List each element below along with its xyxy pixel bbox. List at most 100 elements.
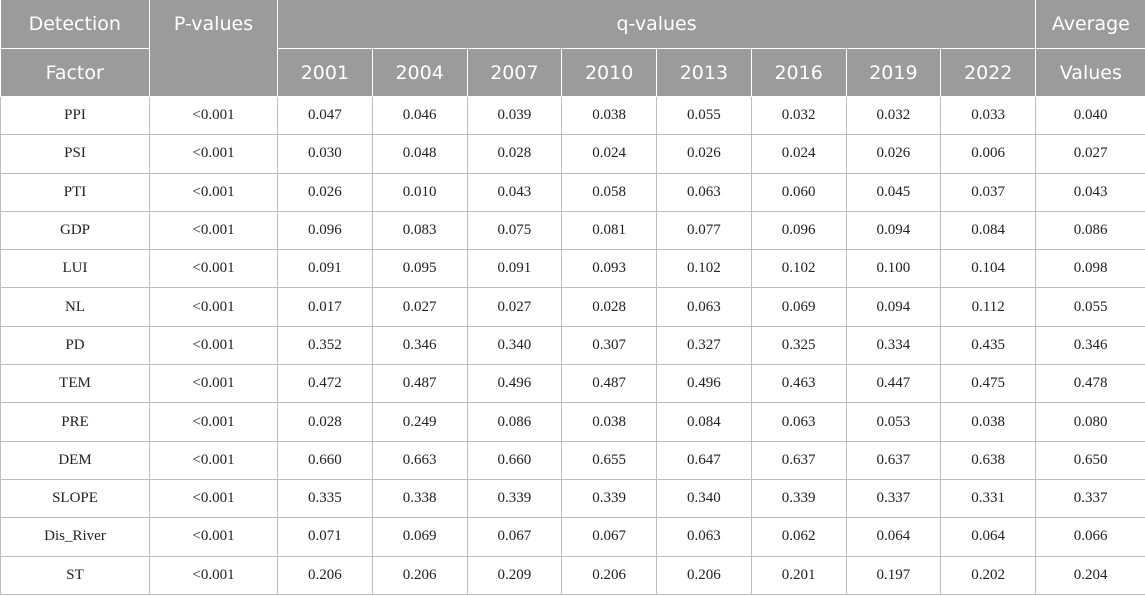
factor-cell: LUI bbox=[0, 249, 150, 289]
q-value-cell: 0.048 bbox=[371, 134, 468, 174]
average-cell: 0.478 bbox=[1035, 364, 1145, 404]
q-value-cell: 0.032 bbox=[845, 95, 942, 136]
q-value-cell: 0.102 bbox=[750, 249, 847, 289]
table-header: Detection P-values q-values Average Fact… bbox=[0, 0, 1145, 97]
q-value-cell: 0.094 bbox=[845, 210, 942, 251]
q-value-cell: 0.064 bbox=[940, 517, 1037, 557]
q-value-cell: 0.027 bbox=[466, 287, 563, 327]
q-value-cell: 0.006 bbox=[940, 134, 1037, 174]
q-value-cell: 0.084 bbox=[940, 210, 1037, 251]
p-value-cell: <0.001 bbox=[149, 210, 278, 251]
average-cell: 0.027 bbox=[1035, 134, 1145, 174]
q-value-cell: 0.032 bbox=[750, 95, 847, 136]
table-row: ST <0.001 0.206 0.206 0.209 0.206 0.206 0.201 0.… bbox=[0, 555, 1145, 595]
q-value-cell: 0.045 bbox=[845, 172, 942, 212]
q-value-cell: 0.037 bbox=[940, 172, 1037, 212]
q-value-cell: 0.077 bbox=[656, 210, 752, 251]
table-row: Dis_River <0.001 0.071 0.069 0.067 0.067 0.063… bbox=[0, 517, 1145, 557]
p-value-cell: <0.001 bbox=[149, 478, 278, 519]
factor-cell: SLOPE bbox=[0, 478, 150, 519]
q-value-cell: 0.069 bbox=[750, 287, 847, 327]
p-value-cell: <0.001 bbox=[149, 95, 278, 136]
q-value-cell: 0.339 bbox=[750, 478, 847, 519]
average-cell: 0.098 bbox=[1035, 249, 1145, 289]
q-value-cell: 0.091 bbox=[466, 249, 563, 289]
q-value-cell: 0.084 bbox=[656, 402, 752, 442]
q-value-cell: 0.046 bbox=[371, 95, 468, 136]
q-value-cell: 0.024 bbox=[561, 134, 657, 174]
table-row: TEM <0.001 0.472 0.487 0.496 0.487 0.496 0.463 0… bbox=[0, 364, 1145, 404]
table-row: PTI <0.001 0.026 0.010 0.043 0.058 0.063 0.060 0… bbox=[0, 172, 1145, 212]
q-value-cell: 0.069 bbox=[371, 517, 468, 557]
average-cell: 0.055 bbox=[1035, 287, 1145, 327]
p-value-cell: <0.001 bbox=[149, 517, 278, 557]
q-value-cell: 0.102 bbox=[656, 249, 752, 289]
q-value-cell: 0.083 bbox=[371, 210, 468, 251]
q-value-cell: 0.067 bbox=[466, 517, 563, 557]
q-value-cell: 0.075 bbox=[466, 210, 563, 251]
q-value-cell: 0.067 bbox=[561, 517, 657, 557]
factor-cell: PTI bbox=[0, 172, 150, 212]
q-value-cell: 0.337 bbox=[845, 478, 942, 519]
q-value-cell: 0.340 bbox=[466, 325, 563, 366]
table-row: NL <0.001 0.017 0.027 0.027 0.028 0.063 0.069 0.… bbox=[0, 287, 1145, 327]
q-value-cell: 0.063 bbox=[656, 172, 752, 212]
q-value-cell: 0.063 bbox=[750, 402, 847, 442]
q-value-cell: 0.086 bbox=[466, 402, 563, 442]
q-value-cell: 0.026 bbox=[656, 134, 752, 174]
p-value-cell: <0.001 bbox=[149, 172, 278, 212]
year-header: 2016 bbox=[750, 48, 847, 97]
q-value-cell: 0.053 bbox=[845, 402, 942, 442]
q-value-cell: 0.081 bbox=[561, 210, 657, 251]
q-value-cell: 0.030 bbox=[277, 134, 373, 174]
q-value-cell: 0.435 bbox=[940, 325, 1037, 366]
q-values-header: q-values bbox=[276, 0, 1037, 49]
average-cell: 0.204 bbox=[1035, 555, 1145, 595]
p-values-header: P-values bbox=[149, 0, 278, 97]
p-value-cell: <0.001 bbox=[149, 555, 278, 595]
q-value-cell: 0.655 bbox=[561, 440, 657, 480]
factor-cell: GDP bbox=[0, 210, 150, 251]
q-value-cell: 0.447 bbox=[845, 364, 942, 404]
q-value-cell: 0.100 bbox=[845, 249, 942, 289]
q-value-cell: 0.496 bbox=[656, 364, 752, 404]
q-value-cell: 0.663 bbox=[371, 440, 468, 480]
p-value-cell: <0.001 bbox=[149, 440, 278, 480]
average-cell: 0.337 bbox=[1035, 478, 1145, 519]
average-cell: 0.040 bbox=[1035, 95, 1145, 136]
q-value-cell: 0.206 bbox=[561, 555, 657, 595]
q-value-cell: 0.335 bbox=[277, 478, 373, 519]
q-value-cell: 0.043 bbox=[466, 172, 563, 212]
average-values-header: Average bbox=[1035, 0, 1145, 49]
q-value-cell: 0.331 bbox=[940, 478, 1037, 519]
q-value-cell: 0.201 bbox=[750, 555, 847, 595]
factor-cell: PD bbox=[0, 325, 150, 366]
q-value-cell: 0.096 bbox=[277, 210, 373, 251]
q-value-cell: 0.249 bbox=[371, 402, 468, 442]
q-value-cell: 0.202 bbox=[940, 555, 1037, 595]
q-value-cell: 0.206 bbox=[656, 555, 752, 595]
q-value-cell: 0.063 bbox=[656, 517, 752, 557]
q-value-cell: 0.058 bbox=[561, 172, 657, 212]
q-value-cell: 0.026 bbox=[845, 134, 942, 174]
q-value-cell: 0.463 bbox=[750, 364, 847, 404]
table-row: PSI <0.001 0.030 0.048 0.028 0.024 0.026 0.024 0… bbox=[0, 134, 1145, 174]
q-value-cell: 0.038 bbox=[561, 402, 657, 442]
year-header: 2007 bbox=[466, 48, 563, 97]
q-value-cell: 0.206 bbox=[371, 555, 468, 595]
average-cell: 0.043 bbox=[1035, 172, 1145, 212]
q-value-cell: 0.660 bbox=[277, 440, 373, 480]
table-row: PRE <0.001 0.028 0.249 0.086 0.038 0.084 0.063 0… bbox=[0, 402, 1145, 442]
q-value-cell: 0.093 bbox=[561, 249, 657, 289]
q-value-cell: 0.063 bbox=[656, 287, 752, 327]
q-value-cell: 0.339 bbox=[561, 478, 657, 519]
factor-cell: DEM bbox=[0, 440, 150, 480]
q-value-cell: 0.094 bbox=[845, 287, 942, 327]
q-value-cell: 0.028 bbox=[561, 287, 657, 327]
factor-cell: ST bbox=[0, 555, 150, 595]
p-value-cell: <0.001 bbox=[149, 402, 278, 442]
q-value-cell: 0.352 bbox=[277, 325, 373, 366]
q-value-cell: 0.660 bbox=[466, 440, 563, 480]
q-value-cell: 0.010 bbox=[371, 172, 468, 212]
year-header: 2022 bbox=[940, 48, 1037, 97]
